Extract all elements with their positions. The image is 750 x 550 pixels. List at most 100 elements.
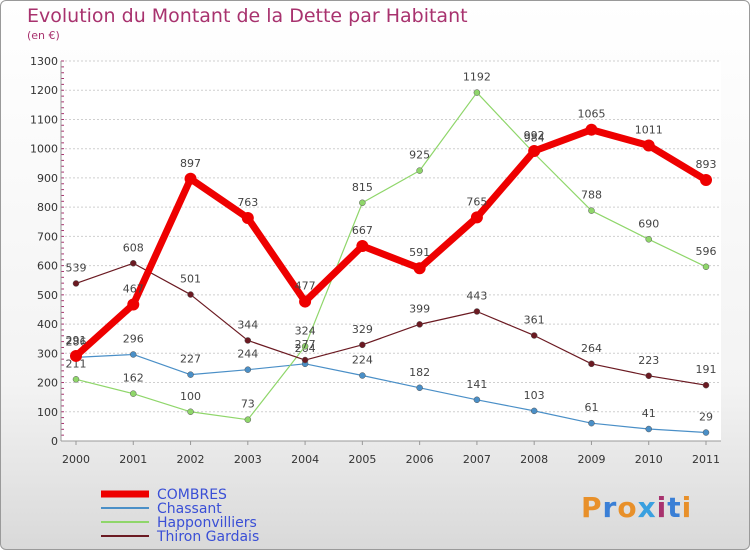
data-label: 765 <box>466 195 487 208</box>
y-tick-label: 1000 <box>30 143 58 156</box>
logo-letter: r <box>602 491 618 524</box>
data-point <box>473 308 481 315</box>
data-point <box>299 295 312 308</box>
data-label: 141 <box>466 378 487 391</box>
y-tick-label: 400 <box>37 318 58 331</box>
x-tick-label: 2011 <box>692 453 720 466</box>
data-point <box>187 408 194 416</box>
y-tick-label: 800 <box>37 201 58 214</box>
data-point <box>642 139 655 152</box>
data-point <box>359 199 366 207</box>
data-label: 443 <box>466 290 487 303</box>
data-point <box>244 416 252 423</box>
data-label: 286 <box>66 335 87 348</box>
data-label: 227 <box>180 353 201 366</box>
data-label: 763 <box>237 196 258 209</box>
data-point <box>473 396 481 404</box>
x-tick-label: 2006 <box>406 453 434 466</box>
y-tick-label: 200 <box>37 377 58 390</box>
data-label: 277 <box>295 338 316 351</box>
data-point <box>187 291 194 298</box>
data-point <box>702 429 710 436</box>
data-point <box>588 419 595 427</box>
data-point <box>359 341 366 349</box>
y-tick-label: 500 <box>37 289 58 302</box>
data-point <box>301 356 309 364</box>
legend-label: Happonvilliers <box>157 515 257 531</box>
data-label: 539 <box>66 261 87 274</box>
data-label: 984 <box>524 131 545 144</box>
data-label: 100 <box>180 390 201 403</box>
data-point <box>72 280 80 287</box>
data-point <box>702 263 710 271</box>
data-point <box>702 381 710 389</box>
y-tick-label: 0 <box>51 435 58 448</box>
data-point <box>588 360 595 368</box>
legend-label: Chassant <box>157 501 222 517</box>
series-line-thiron-gardais <box>75 262 707 386</box>
x-tick-label: 2010 <box>635 453 663 466</box>
data-label: 596 <box>696 245 717 258</box>
data-label: 1011 <box>635 123 663 136</box>
data-point <box>130 260 137 267</box>
x-tick-label: 2007 <box>463 453 491 466</box>
data-label: 61 <box>584 401 598 414</box>
legend-label: Thiron Gardais <box>156 529 259 545</box>
data-point <box>359 372 366 379</box>
chart-unit-label: (en €) <box>27 29 60 42</box>
x-tick-label: 2003 <box>234 453 262 466</box>
data-point <box>301 343 309 350</box>
data-label: 608 <box>123 241 144 254</box>
data-label: 344 <box>237 318 258 331</box>
data-label: 467 <box>123 282 144 295</box>
data-point <box>244 337 252 344</box>
data-label: 291 <box>66 334 87 347</box>
data-label: 925 <box>409 149 430 162</box>
data-label: 501 <box>180 273 201 286</box>
data-point <box>470 211 483 224</box>
proxiti-logo: Proxiti <box>581 491 692 524</box>
data-label: 477 <box>295 280 316 293</box>
data-label: 73 <box>241 398 255 411</box>
data-point <box>241 211 254 224</box>
data-point <box>416 321 423 328</box>
data-point <box>700 173 712 186</box>
data-label: 893 <box>696 158 717 171</box>
data-point <box>530 407 538 415</box>
x-tick-label: 2009 <box>577 453 605 466</box>
data-point <box>187 371 194 378</box>
x-tick-label: 2004 <box>291 453 319 466</box>
data-point <box>356 240 369 253</box>
data-label: 182 <box>409 366 430 379</box>
data-point <box>244 366 252 373</box>
data-point <box>130 390 137 397</box>
data-label: 162 <box>123 372 144 385</box>
data-label: 361 <box>524 313 545 326</box>
data-point <box>585 123 598 136</box>
data-point <box>645 236 652 243</box>
y-tick-label: 300 <box>37 347 58 360</box>
data-point <box>184 172 197 185</box>
x-tick-label: 2000 <box>62 453 90 466</box>
data-label: 224 <box>352 354 373 367</box>
logo-letter: i <box>681 491 693 524</box>
data-label: 399 <box>409 302 430 315</box>
data-point <box>416 167 423 174</box>
data-label: 690 <box>638 217 659 230</box>
data-point <box>645 425 652 433</box>
logo-letter: t <box>667 491 682 524</box>
data-point <box>528 145 541 158</box>
data-label: 591 <box>409 246 430 259</box>
y-tick-label: 1100 <box>30 113 58 126</box>
logo-letter: i <box>656 491 668 524</box>
data-label: 191 <box>696 363 717 376</box>
data-point <box>413 262 426 275</box>
data-label: 296 <box>123 332 144 345</box>
data-point <box>127 298 140 311</box>
logo-letter: o <box>617 491 638 524</box>
data-label: 897 <box>180 157 201 170</box>
y-tick-label: 1300 <box>30 55 58 68</box>
data-point <box>70 349 82 362</box>
y-tick-label: 1200 <box>30 84 58 97</box>
